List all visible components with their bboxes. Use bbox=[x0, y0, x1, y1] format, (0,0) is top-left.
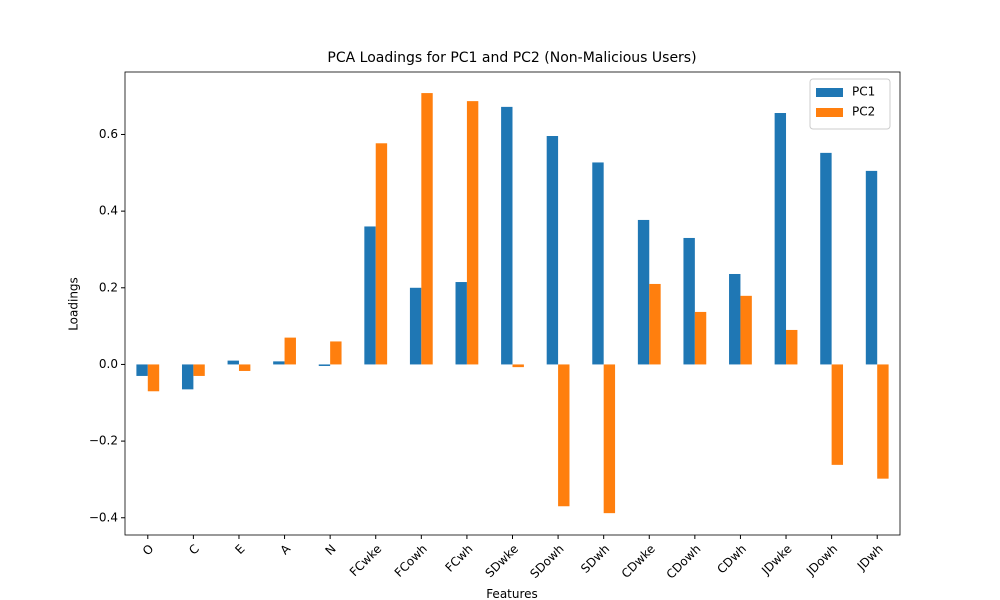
y-tick-label: 0.6 bbox=[99, 127, 118, 141]
bar bbox=[729, 273, 741, 365]
bar bbox=[284, 337, 296, 365]
legend-swatch bbox=[816, 108, 843, 117]
bar bbox=[683, 237, 695, 365]
x-tick-label: C bbox=[186, 542, 202, 558]
bar bbox=[774, 113, 787, 365]
x-tick-label: E bbox=[232, 542, 247, 557]
bar bbox=[136, 364, 148, 376]
bar bbox=[273, 361, 285, 365]
bar bbox=[421, 93, 433, 365]
bar bbox=[740, 295, 752, 365]
y-tick-label: 0.2 bbox=[99, 280, 118, 294]
y-tick-label: 0.0 bbox=[99, 357, 118, 371]
x-tick-label: CDowh bbox=[664, 542, 704, 582]
bar bbox=[181, 364, 194, 390]
legend-label: PC2 bbox=[852, 105, 875, 119]
bar bbox=[455, 282, 467, 365]
legend-box bbox=[809, 78, 891, 130]
bar bbox=[546, 136, 559, 365]
y-tick-label: 0.4 bbox=[99, 204, 118, 218]
x-tick-label: JDwke bbox=[758, 542, 794, 578]
bar bbox=[409, 287, 422, 365]
x-tick-label: JDwh bbox=[854, 542, 886, 574]
bar bbox=[637, 219, 650, 365]
x-tick-label: CDwke bbox=[619, 542, 658, 581]
bar bbox=[603, 364, 616, 514]
x-tick-label: FCwh bbox=[442, 542, 475, 575]
bar bbox=[501, 106, 513, 365]
x-tick-label: SDwh bbox=[578, 542, 612, 576]
bar bbox=[786, 329, 798, 365]
bar bbox=[512, 364, 524, 368]
bar bbox=[193, 364, 205, 376]
y-axis-label: Loadings bbox=[67, 277, 81, 331]
bar bbox=[592, 162, 604, 365]
bar bbox=[375, 143, 388, 365]
y-tick-label: −0.2 bbox=[89, 434, 118, 448]
bar bbox=[466, 101, 479, 365]
x-tick-label: SDwke bbox=[483, 542, 522, 581]
bar bbox=[227, 360, 239, 365]
chart-title: PCA Loadings for PC1 and PC2 (Non-Malici… bbox=[327, 50, 696, 66]
x-tick-label: A bbox=[277, 541, 293, 557]
x-tick-label: CDwh bbox=[714, 542, 749, 577]
bar bbox=[558, 364, 570, 507]
x-tick-label: FCwke bbox=[347, 542, 384, 579]
bar bbox=[877, 364, 889, 479]
x-tick-label: N bbox=[322, 542, 338, 558]
bar bbox=[147, 364, 160, 392]
plot-frame bbox=[124, 71, 901, 536]
bar bbox=[831, 364, 844, 465]
bar bbox=[649, 283, 661, 365]
x-tick-label: O bbox=[140, 542, 157, 559]
bar bbox=[865, 170, 878, 365]
x-tick-label: FCowh bbox=[392, 542, 430, 580]
bar bbox=[318, 364, 331, 366]
bar bbox=[238, 364, 251, 371]
bar bbox=[364, 226, 376, 365]
legend-label: PC1 bbox=[852, 85, 875, 99]
legend-swatch bbox=[816, 88, 843, 97]
x-axis-label: Features bbox=[486, 587, 538, 600]
y-tick-label: −0.4 bbox=[89, 510, 118, 524]
x-tick-label: SDowh bbox=[527, 542, 566, 581]
bar bbox=[694, 311, 707, 365]
bar bbox=[820, 152, 832, 365]
x-tick-label: JDowh bbox=[803, 542, 840, 579]
bar bbox=[330, 341, 342, 365]
